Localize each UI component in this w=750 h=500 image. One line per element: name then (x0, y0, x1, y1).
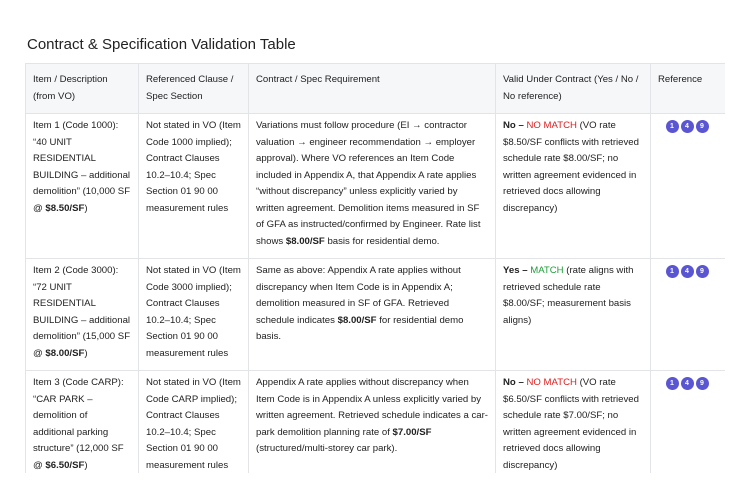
text-run: Not stated in VO (Item Code CARP implied… (146, 377, 241, 471)
table-container: Item / Description (from VO) Referenced C… (25, 63, 725, 473)
text-run: basis for residential demo. (324, 235, 440, 247)
table-cell: No – NO MATCH (VO rate $6.50/SF conflict… (495, 370, 651, 473)
reference-badge: 1 (665, 120, 679, 133)
column-header: Referenced Clause / Spec Section (138, 63, 249, 114)
table-cell: Item 3 (Code CARP): “CAR PARK – demoliti… (25, 370, 139, 473)
text-run: Appendix A rate applies without discrepa… (256, 377, 488, 438)
text-run: (structured/multi-storey car park). (256, 443, 398, 454)
table-cell: Item 2 (Code 3000): “72 UNIT RESIDENTIAL… (25, 258, 139, 371)
reference-badge: 4 (680, 265, 694, 278)
table-title: Contract & Specification Validation Tabl… (27, 36, 296, 53)
column-header: Contract / Spec Requirement (248, 63, 496, 114)
bold-text: No (503, 120, 516, 131)
bold-text: – (515, 377, 527, 388)
status-label: NO MATCH (526, 377, 577, 388)
table-cell: Appendix A rate applies without discrepa… (248, 370, 496, 473)
text-run: ) (84, 459, 88, 471)
validation-table: Item / Description (from VO) Referenced C… (25, 63, 725, 473)
bold-text: $7.00/SF (392, 426, 432, 438)
table-cell: Variations must follow procedure (EI → c… (248, 113, 496, 259)
text-run: for residential demo basis. (256, 314, 464, 343)
reference-badge: 9 (695, 120, 709, 133)
text-run: Item 1 (Code 1000): “40 UNIT RESIDENTIAL… (33, 120, 131, 214)
table-row: Item 1 (Code 1000): “40 UNIT RESIDENTIAL… (25, 113, 725, 259)
text-run: (VO rate $6.50/SF conflicts with retriev… (503, 377, 639, 471)
table-cell: Yes – MATCH (rate aligns with retrieved … (495, 258, 651, 371)
column-header: Item / Description (from VO) (25, 63, 139, 114)
reference-badge: 4 (680, 120, 694, 133)
text-run: ) (84, 202, 88, 214)
text-run: ) (84, 347, 88, 359)
header-row: Item / Description (from VO) Referenced C… (25, 63, 725, 114)
bold-text: $8.00/SF (337, 314, 377, 326)
table-cell: Item 1 (Code 1000): “40 UNIT RESIDENTIAL… (25, 113, 139, 259)
text-run: Item 3 (Code CARP): “CAR PARK – demoliti… (33, 377, 124, 471)
text-run: Same as above: Appendix A rate applies w… (256, 265, 461, 326)
reference-badge: 9 (695, 377, 709, 390)
table-cell: Not stated in VO (Item Code 1000 implied… (138, 113, 249, 259)
bold-text: No (503, 377, 516, 388)
status-label: MATCH (530, 265, 564, 276)
table-body: Item 1 (Code 1000): “40 UNIT RESIDENTIAL… (25, 113, 725, 473)
bold-text: $8.00/SF (45, 347, 85, 359)
bold-text: $6.50/SF (45, 459, 85, 471)
text-run: Not stated in VO (Item Code 1000 implied… (146, 120, 241, 214)
text-run: Not stated in VO (Item Code 3000 implied… (146, 265, 241, 359)
column-header: Reference (650, 63, 725, 114)
reference-badge: 4 (680, 377, 694, 390)
status-label: NO MATCH (526, 120, 577, 131)
text-run: (VO rate $8.50/SF conflicts with retriev… (503, 120, 639, 214)
text-run: Item 2 (Code 3000): “72 UNIT RESIDENTIAL… (33, 265, 131, 359)
reference-badge: 1 (665, 265, 679, 278)
bold-text: Yes (503, 265, 520, 276)
table-cell: Not stated in VO (Item Code CARP implied… (138, 370, 249, 473)
text-run: (rate aligns with retrieved schedule rat… (503, 265, 634, 326)
table-cell: No – NO MATCH (VO rate $8.50/SF conflict… (495, 113, 651, 259)
table-cell: Not stated in VO (Item Code 3000 implied… (138, 258, 249, 371)
table-row: Item 2 (Code 3000): “72 UNIT RESIDENTIAL… (25, 258, 725, 371)
text-run: Variations must follow procedure (EI → c… (256, 120, 481, 247)
table-cell: Same as above: Appendix A rate applies w… (248, 258, 496, 371)
bold-text: $8.00/SF (285, 235, 325, 247)
bold-text: – (515, 120, 527, 131)
table-row: Item 3 (Code CARP): “CAR PARK – demoliti… (25, 370, 725, 473)
bold-text: – (519, 265, 531, 276)
column-header: Valid Under Contract (Yes / No / No refe… (495, 63, 651, 114)
reference-badge: 9 (695, 265, 709, 278)
bold-text: $8.50/SF (45, 202, 85, 214)
reference-badge: 1 (665, 377, 679, 390)
